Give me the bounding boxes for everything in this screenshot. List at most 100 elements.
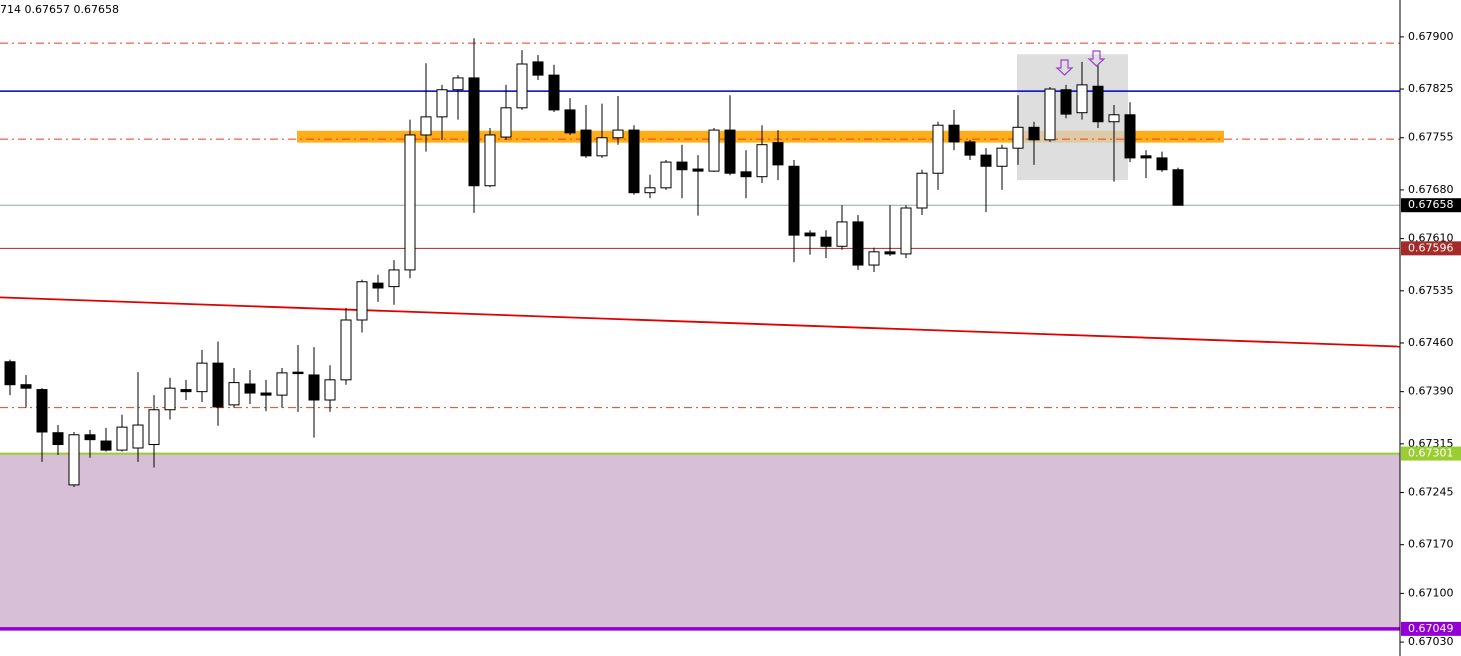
candle-body [340, 319, 352, 381]
candle-body [660, 161, 672, 189]
candle-body [260, 392, 272, 396]
candle-layer [4, 38, 1184, 487]
candle-body [964, 141, 976, 156]
candle-body [1060, 89, 1072, 115]
candle-body [708, 129, 720, 172]
candle-body [852, 221, 864, 266]
candle-body [772, 142, 784, 166]
price-tag-label: 0.67049 [1408, 622, 1454, 635]
candle-body [4, 361, 16, 386]
candle-body [644, 187, 656, 194]
candle-body [980, 154, 992, 167]
candle-body [324, 379, 336, 401]
candle-body [20, 384, 32, 389]
candle-body [916, 172, 928, 209]
candle-body [52, 432, 64, 446]
trend-line [0, 296, 1401, 348]
candle-body [244, 383, 256, 394]
candle-body [740, 171, 752, 178]
candle-body [500, 107, 512, 138]
candle-body [356, 281, 368, 321]
candle-body [116, 426, 128, 451]
candle-body [436, 89, 448, 118]
candle-body [1044, 88, 1056, 141]
price-tag-label: 0.67596 [1408, 241, 1454, 254]
y-tick-label: 0.67680 [1408, 183, 1454, 196]
candle-body [580, 129, 592, 157]
y-tick-label: 0.67535 [1408, 284, 1454, 297]
candle-body [180, 389, 192, 393]
candle-body [212, 362, 224, 408]
header-text: 714 0.67657 0.67658 [0, 3, 119, 16]
y-tick-label: 0.67245 [1408, 486, 1454, 499]
candle-body [404, 134, 416, 271]
down-arrow [1087, 50, 1106, 67]
candle-body [884, 251, 896, 255]
candle-body [996, 147, 1008, 167]
y-tick-label: 0.67825 [1408, 82, 1454, 95]
y-tick-label: 0.67100 [1408, 586, 1454, 599]
candle-body [1108, 114, 1120, 123]
candle-body [756, 144, 768, 178]
candle-body [820, 236, 832, 247]
candle-body [900, 207, 912, 255]
candle-body [868, 251, 880, 266]
candle-body [452, 77, 464, 91]
candle-body [932, 124, 944, 174]
candle-body [100, 440, 112, 451]
zone [297, 130, 1224, 143]
candle-body [228, 382, 240, 406]
price-tag [1401, 241, 1461, 256]
candle-body [1156, 157, 1168, 171]
candle-body [388, 269, 400, 288]
candle-body [148, 409, 160, 446]
candle-body [548, 74, 560, 111]
candle-body [196, 362, 208, 393]
down-arrow [1055, 59, 1074, 76]
candle-body [68, 434, 80, 486]
candle-body [420, 116, 432, 136]
candle-body [1124, 114, 1136, 159]
y-tick-label: 0.67900 [1408, 30, 1454, 43]
price-tag [1401, 198, 1461, 213]
candle-body [692, 168, 704, 172]
candle-body [84, 434, 96, 441]
y-tick-label: 0.67755 [1408, 131, 1454, 144]
y-tick-label: 0.67030 [1408, 635, 1454, 648]
candle-body [484, 134, 496, 187]
candle-body [724, 129, 736, 174]
candle-body [292, 371, 304, 375]
y-tick-label: 0.67390 [1408, 385, 1454, 398]
candle-body [276, 372, 288, 396]
candle-body [132, 424, 144, 449]
candle-body [1092, 85, 1104, 123]
candle-body [612, 129, 624, 139]
candle-body [836, 221, 848, 247]
candle-body [1172, 169, 1184, 206]
candle-body [948, 124, 960, 143]
candle-body [516, 63, 528, 109]
candle-body [1012, 126, 1024, 149]
zone [0, 453, 1400, 629]
candle-body [788, 165, 800, 236]
signal-arrows [1055, 50, 1106, 76]
candle-body [1028, 126, 1040, 141]
candle-body [308, 374, 320, 401]
candle-body [164, 387, 176, 411]
background-layer [0, 42, 1401, 631]
candle-body [804, 232, 816, 237]
candle-body [628, 129, 640, 194]
price-tag-label: 0.67658 [1408, 198, 1454, 211]
candle-body [36, 389, 48, 433]
candle-body [1140, 155, 1152, 159]
y-tick-label: 0.67460 [1408, 336, 1454, 349]
candle-body [372, 282, 384, 289]
candle-body [1076, 84, 1088, 114]
candle-body [468, 77, 480, 187]
y-tick-label: 0.67170 [1408, 538, 1454, 551]
candle-body [676, 161, 688, 171]
candle-body [596, 137, 608, 157]
